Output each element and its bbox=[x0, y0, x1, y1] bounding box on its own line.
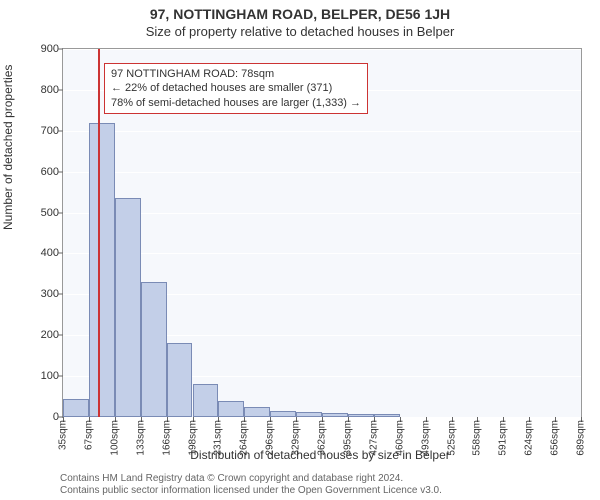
y-tick-mark bbox=[58, 212, 63, 213]
footer-line-2: Contains public sector information licen… bbox=[60, 485, 442, 496]
x-tick-label: 67sqm bbox=[83, 420, 94, 450]
histogram-bar bbox=[296, 412, 322, 417]
chart-container: 97, NOTTINGHAM ROAD, BELPER, DE56 1JH Si… bbox=[0, 0, 600, 500]
histogram-bar bbox=[374, 414, 400, 417]
gridline bbox=[63, 172, 581, 173]
y-tick-mark bbox=[58, 89, 63, 90]
y-tick-label: 300 bbox=[29, 288, 59, 300]
histogram-bar bbox=[244, 407, 270, 417]
y-tick-label: 500 bbox=[29, 207, 59, 219]
y-axis-label: Number of detached properties bbox=[1, 65, 15, 230]
y-tick-label: 700 bbox=[29, 125, 59, 137]
annotation-line: 78% of semi-detached houses are larger (… bbox=[111, 96, 361, 110]
y-tick-label: 600 bbox=[29, 166, 59, 178]
gridline bbox=[63, 49, 581, 50]
marker-line bbox=[98, 49, 100, 417]
annotation-line: 97 NOTTINGHAM ROAD: 78sqm bbox=[111, 67, 361, 81]
gridline bbox=[63, 253, 581, 254]
footer-line-1: Contains HM Land Registry data © Crown c… bbox=[60, 473, 403, 484]
y-tick-mark bbox=[58, 130, 63, 131]
x-axis-label: Distribution of detached houses by size … bbox=[60, 448, 580, 462]
annotation-line: ← 22% of detached houses are smaller (37… bbox=[111, 81, 361, 95]
gridline bbox=[63, 213, 581, 214]
y-tick-mark bbox=[58, 171, 63, 172]
histogram-bar bbox=[348, 414, 374, 417]
histogram-bar bbox=[89, 123, 115, 417]
y-tick-label: 0 bbox=[29, 411, 59, 423]
y-tick-label: 900 bbox=[29, 43, 59, 55]
y-tick-label: 400 bbox=[29, 247, 59, 259]
x-tick-label: 35sqm bbox=[58, 420, 69, 450]
y-tick-mark bbox=[58, 294, 63, 295]
y-tick-label: 200 bbox=[29, 329, 59, 341]
annotation-box: 97 NOTTINGHAM ROAD: 78sqm← 22% of detach… bbox=[104, 63, 368, 114]
y-tick-mark bbox=[58, 335, 63, 336]
y-tick-mark bbox=[58, 49, 63, 50]
page-subtitle: Size of property relative to detached ho… bbox=[0, 24, 600, 39]
histogram-bar bbox=[193, 384, 219, 417]
y-tick-mark bbox=[58, 376, 63, 377]
histogram-bar bbox=[218, 401, 244, 417]
histogram-bar bbox=[167, 343, 193, 417]
y-tick-label: 800 bbox=[29, 84, 59, 96]
y-tick-label: 100 bbox=[29, 370, 59, 382]
histogram-bar bbox=[322, 413, 348, 417]
histogram-bar bbox=[270, 411, 296, 417]
histogram-bar bbox=[141, 282, 167, 417]
histogram-bar bbox=[115, 198, 141, 417]
plot-area: 010020030040050060070080090035sqm67sqm10… bbox=[62, 48, 582, 418]
gridline bbox=[63, 131, 581, 132]
y-tick-mark bbox=[58, 253, 63, 254]
page-title: 97, NOTTINGHAM ROAD, BELPER, DE56 1JH bbox=[0, 6, 600, 22]
histogram-bar bbox=[63, 399, 89, 417]
